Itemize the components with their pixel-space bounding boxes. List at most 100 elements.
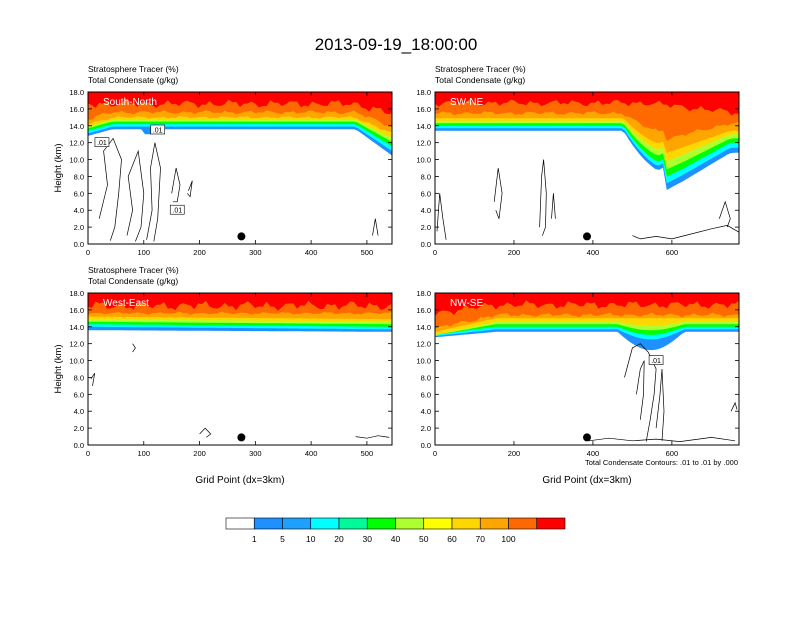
- colorbar-swatch: [479, 517, 509, 530]
- condensate-contour: [632, 225, 739, 240]
- condensate-contour: [146, 142, 161, 242]
- tracer-band: [88, 92, 392, 115]
- x-tick-label: 0: [433, 449, 437, 458]
- location-marker: [583, 232, 591, 241]
- colorbar-swatch: [282, 517, 312, 530]
- y-tick-label: 4.0: [74, 407, 84, 416]
- y-tick-label: 18.0: [416, 289, 431, 298]
- plot-frame: [87, 91, 393, 245]
- x-tick-label: 500: [361, 449, 374, 458]
- x-tick-label: 200: [508, 248, 521, 257]
- x-tick-label: 300: [249, 248, 262, 257]
- x-tick-label: 100: [138, 248, 151, 257]
- y-tick-label: 6.0: [74, 390, 84, 399]
- colorbar-label: 5: [280, 534, 285, 544]
- colorbar-label: 60: [447, 534, 457, 544]
- x-tick-label: 200: [193, 449, 206, 458]
- y-tick-label: 16.0: [416, 105, 431, 114]
- condensate-contour: [718, 200, 731, 228]
- y-tick-label: 10.0: [69, 357, 84, 366]
- plot-area: [88, 293, 392, 445]
- variable-title: Stratosphere Tracer (%): [88, 265, 179, 275]
- contour-label: .01: [97, 140, 107, 147]
- condensate-contour: [588, 437, 736, 442]
- tracer-band: [88, 293, 392, 311]
- y-tick-label: 6.0: [421, 390, 431, 399]
- y-tick-label: 12.0: [416, 340, 431, 349]
- tracer-band: [435, 92, 739, 116]
- contour-label: .01: [153, 128, 163, 135]
- y-tick-label: 4.0: [421, 407, 431, 416]
- y-tick-label: 2.0: [74, 223, 84, 232]
- x-tick-label: 200: [508, 449, 521, 458]
- panel-label: West-East: [103, 298, 149, 309]
- y-tick-label: 18.0: [69, 88, 84, 97]
- variable-title: Total Condensate (g/kg): [88, 276, 178, 286]
- condensate-contour: [171, 167, 181, 203]
- colorbar-label: 70: [476, 534, 486, 544]
- condensate-contour: [493, 167, 503, 219]
- y-tick-label: 12.0: [69, 340, 84, 349]
- colorbar: 1 5 10 20 30 40 50 60 70 100: [225, 517, 566, 544]
- y-tick-label: 10.0: [69, 156, 84, 165]
- y-tick-label: 2.0: [74, 424, 84, 433]
- plot-frame: [434, 91, 740, 245]
- condensate-contour: [90, 373, 96, 386]
- x-tick-label: 300: [249, 449, 262, 458]
- x-tick-label: 0: [86, 449, 90, 458]
- colorbar-swatch: [310, 517, 340, 530]
- y-tick-label: 16.0: [69, 306, 84, 315]
- y-tick-label: 8.0: [421, 373, 431, 382]
- contour-label-box: [648, 355, 664, 365]
- y-tick-label: 4.0: [421, 206, 431, 215]
- y-tick-label: 14.0: [69, 323, 84, 332]
- x-axis-label: Grid Point (dx=3km): [542, 475, 631, 486]
- colorbar-swatch: [451, 517, 481, 530]
- condensate-contour: [372, 218, 379, 236]
- colorbar-swatch: [395, 517, 425, 530]
- condensate-contour: [355, 435, 390, 439]
- x-tick-label: 0: [433, 248, 437, 257]
- condensate-contour: [551, 193, 556, 219]
- condensate-contour: [655, 368, 665, 441]
- x-tick-label: 400: [305, 248, 318, 257]
- y-tick-label: 8.0: [74, 172, 84, 181]
- colorbar-swatch: [366, 517, 396, 530]
- colorbar-swatch: [225, 517, 255, 530]
- y-tick-label: 0.0: [421, 441, 431, 450]
- y-tick-label: 10.0: [416, 357, 431, 366]
- colorbar-label: 20: [334, 534, 344, 544]
- plot-frame: [434, 292, 740, 446]
- plot-area: .01: [435, 293, 739, 445]
- y-tick-label: 18.0: [69, 289, 84, 298]
- panel-nw-se: .01 NW-SE 0.0 2.0 4.0 6.0 8.0 10.0 12.0 14.0 16.0 1…: [416, 289, 740, 486]
- plot-frame: [87, 292, 393, 446]
- location-marker: [237, 433, 246, 442]
- x-tick-label: 400: [587, 248, 600, 257]
- y-tick-label: 8.0: [421, 172, 431, 181]
- plot-area: [435, 92, 739, 244]
- x-axis-label: Grid Point (dx=3km): [195, 475, 284, 486]
- x-tick-label: 600: [666, 449, 679, 458]
- x-tick-label: 100: [138, 449, 151, 458]
- y-tick-label: 12.0: [69, 139, 84, 148]
- figure-title: 2013-09-19_18:00:00: [315, 35, 478, 54]
- colorbar-swatch: [423, 517, 453, 530]
- y-tick-label: 0.0: [421, 240, 431, 249]
- x-tick-label: 400: [305, 449, 318, 458]
- panel-label: NW-SE: [450, 298, 483, 309]
- y-tick-label: 2.0: [421, 424, 431, 433]
- plot-area: .01 .01 .01: [88, 92, 392, 244]
- x-tick-label: 500: [361, 248, 374, 257]
- x-tick-label: 200: [193, 248, 206, 257]
- y-tick-label: 14.0: [416, 122, 431, 131]
- panel-west-east: West-East Stratosphere Tracer (%)Total Co…: [53, 265, 393, 486]
- y-tick-label: 16.0: [69, 105, 84, 114]
- location-marker: [583, 433, 591, 442]
- colorbar-label: 40: [391, 534, 401, 544]
- colorbar-swatch: [338, 517, 368, 530]
- y-axis-label: Height (km): [53, 143, 64, 192]
- colorbar-swatch: [508, 517, 538, 530]
- panel-label: South-North: [103, 97, 157, 108]
- condensate-contour: [636, 360, 645, 420]
